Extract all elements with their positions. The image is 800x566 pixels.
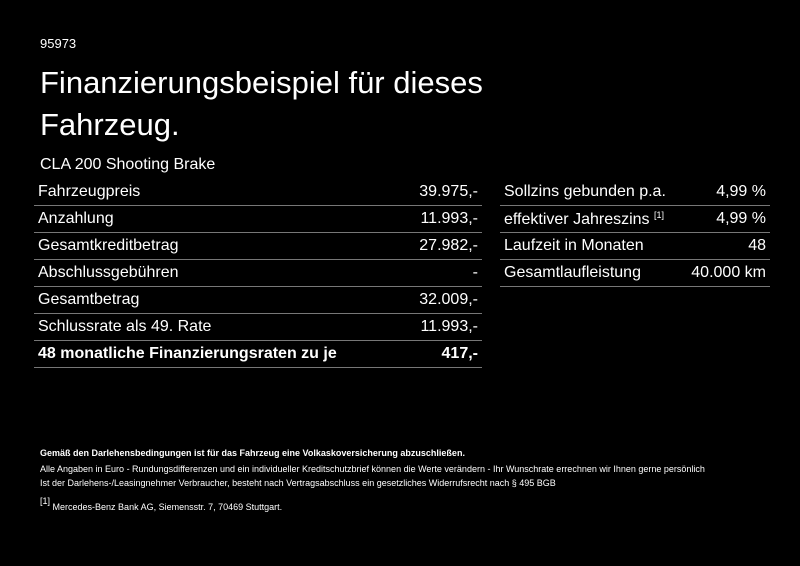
- label-text: Schlussrate als 49. Rate: [38, 318, 212, 335]
- row-label: Gesamtkreditbetrag: [34, 232, 402, 260]
- table-row: Anzahlung 11.993,-: [34, 205, 482, 233]
- row-value: 32.009,-: [401, 286, 482, 314]
- title: Finanzierungsbeispiel für dieses Fahrzeu…: [40, 65, 483, 142]
- right-table: Sollzins gebunden p.a. 4,99 % effektiver J…: [500, 179, 770, 287]
- model: CLA 200 Shooting Brake: [40, 156, 216, 173]
- label-text: Laufzeit in Monaten: [504, 237, 644, 254]
- label-text: Abschlussgebühren: [38, 264, 179, 281]
- row-value: 40.000 km: [681, 259, 770, 287]
- label-text: Gesamtbetrag: [38, 291, 140, 308]
- label-text: Sollzins gebunden p.a.: [504, 183, 666, 200]
- table-row: Sollzins gebunden p.a. 4,99 %: [500, 179, 770, 206]
- footer-line: Ist der Darlehens-/Leasingnehmer Verbrau…: [40, 478, 556, 488]
- table-row: Fahrzeugpreis 39.975,-: [34, 179, 482, 206]
- table-row: Abschlussgebühren -: [34, 259, 482, 287]
- row-label: Schlussrate als 49. Rate: [34, 313, 402, 341]
- table-row: Gesamtkreditbetrag 27.982,-: [34, 232, 482, 260]
- row-value: 39.975,-: [401, 179, 482, 206]
- row-label: Gesamtbetrag: [34, 286, 402, 314]
- row-value: 11.993,-: [401, 313, 482, 341]
- row-value: 4,99 %: [681, 205, 770, 233]
- row-label: Laufzeit in Monaten: [500, 232, 682, 260]
- footnote-ref: [1]: [654, 209, 665, 220]
- row-value: -: [401, 259, 482, 287]
- row-value: 417,-: [401, 340, 482, 368]
- footer-line: Alle Angaben in Euro - Rundungsdifferenz…: [40, 464, 705, 474]
- table-row: Schlussrate als 49. Rate 11.993,-: [34, 313, 482, 341]
- footnote-marker: [1]: [40, 496, 51, 506]
- label-text: Fahrzeugpreis: [38, 183, 141, 200]
- table-row: Gesamtbetrag 32.009,-: [34, 286, 482, 314]
- row-label: Gesamtlaufleistung: [500, 259, 682, 287]
- row-label: Sollzins gebunden p.a.: [500, 179, 682, 206]
- row-label: 48 monatliche Finanzierungsraten zu je: [34, 340, 402, 368]
- label-text: 48 monatliche Finanzierungsraten zu je: [38, 345, 337, 362]
- row-value: 48: [681, 232, 770, 260]
- label-text: Gesamtkreditbetrag: [38, 237, 179, 254]
- row-value: 11.993,-: [401, 205, 482, 233]
- row-label: Abschlussgebühren: [34, 259, 402, 287]
- label-text: Anzahlung: [38, 210, 114, 227]
- table-row: Laufzeit in Monaten 48: [500, 232, 770, 260]
- label-text: Gesamtlaufleistung: [504, 264, 641, 281]
- footer: Gemäß den Darlehensbedingungen ist für d…: [40, 446, 705, 514]
- bold-note: Gemäß den Darlehensbedingungen ist für d…: [40, 448, 465, 458]
- footnote: [1] Mercedes-Benz Bank AG, Siemensstr. 7…: [40, 494, 705, 514]
- label-text: effektiver Jahreszins: [504, 210, 650, 228]
- offer-id: 95973: [40, 36, 77, 51]
- row-label: effektiver Jahreszins [1]: [500, 205, 682, 233]
- row-value: 27.982,-: [401, 232, 482, 260]
- table-row: effektiver Jahreszins [1] 4,99 %: [500, 205, 770, 233]
- table-row: 48 monatliche Finanzierungsraten zu je 41…: [34, 340, 482, 368]
- row-label: Anzahlung: [34, 205, 402, 233]
- row-label: Fahrzeugpreis: [34, 179, 402, 206]
- left-table: Fahrzeugpreis 39.975,- Anzahlung 11.993,- Ge…: [34, 179, 482, 368]
- table-row: Gesamtlaufleistung 40.000 km: [500, 259, 770, 287]
- row-value: 4,99 %: [681, 179, 770, 206]
- footnote-text: Mercedes-Benz Bank AG, Siemensstr. 7, 70…: [52, 502, 283, 512]
